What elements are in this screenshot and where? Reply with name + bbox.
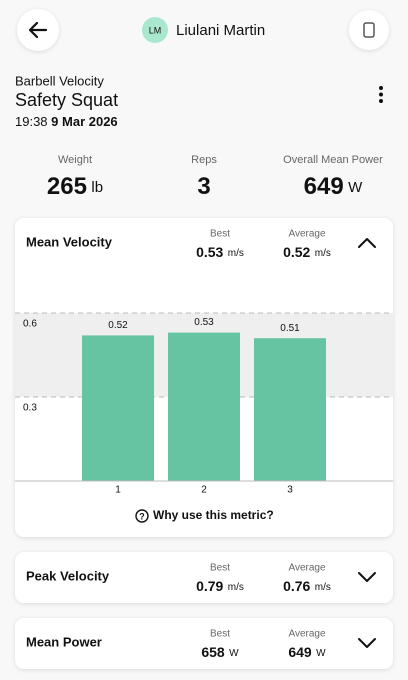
x-tick-label: 3 bbox=[287, 485, 293, 496]
value: 265 bbox=[47, 173, 87, 200]
bar bbox=[254, 338, 326, 481]
stat-value: 0.53 m/s bbox=[196, 244, 244, 262]
value: 0.76 bbox=[283, 578, 310, 594]
stat-label: Average bbox=[288, 563, 326, 574]
value: 649 bbox=[304, 173, 344, 200]
value: 3 bbox=[197, 173, 210, 200]
value-label: 0.51 bbox=[280, 323, 300, 334]
metric-title: Mean Power bbox=[26, 634, 102, 649]
stat-value: 658 W bbox=[201, 644, 239, 662]
metric-title: Mean Velocity bbox=[26, 234, 113, 249]
unit: W bbox=[348, 179, 363, 196]
unit: W bbox=[229, 648, 239, 659]
summary-label: Weight bbox=[58, 154, 92, 166]
avatar-initials: LM bbox=[149, 25, 162, 35]
stat-label: Best bbox=[210, 629, 230, 640]
bar bbox=[168, 332, 240, 481]
exercise-name: Safety Squat bbox=[15, 90, 118, 110]
value: 649 bbox=[288, 644, 312, 660]
value-label: 0.53 bbox=[194, 317, 214, 328]
value: 658 bbox=[201, 644, 225, 660]
expand-toggle[interactable] bbox=[358, 638, 376, 648]
stat-value: 649 W bbox=[288, 644, 326, 662]
time: 19:38 bbox=[15, 114, 48, 129]
session-datetime: 19:38 9 Mar 2026 bbox=[15, 114, 118, 129]
value-label: 0.52 bbox=[108, 320, 128, 331]
unit: m/s bbox=[315, 582, 331, 593]
unit: W bbox=[316, 648, 326, 659]
help-text: Why use this metric? bbox=[153, 508, 274, 522]
metric-title: Peak Velocity bbox=[26, 568, 110, 583]
x-tick-label: 2 bbox=[201, 485, 207, 496]
expand-toggle[interactable] bbox=[358, 238, 376, 248]
help-link[interactable]: ? Why use this metric? bbox=[135, 508, 274, 523]
stat-label: Average bbox=[288, 629, 326, 640]
unit: lb bbox=[91, 179, 103, 196]
unit: m/s bbox=[315, 248, 331, 259]
metric-card bbox=[15, 618, 393, 669]
summary-value: 649 W bbox=[304, 173, 364, 200]
summary-label: Reps bbox=[191, 154, 217, 166]
summary-value: 265 lb bbox=[47, 173, 103, 200]
stat-value: 0.79 m/s bbox=[196, 578, 244, 596]
y-tick-label: 0.6 bbox=[23, 319, 37, 330]
summary-value: 3 bbox=[197, 173, 210, 200]
stat-value: 0.52 m/s bbox=[283, 244, 331, 262]
value: 0.79 bbox=[196, 578, 223, 594]
unit: m/s bbox=[228, 248, 244, 259]
value: 0.53 bbox=[196, 244, 223, 260]
stat-label: Best bbox=[210, 563, 230, 574]
x-tick-label: 1 bbox=[115, 485, 121, 496]
help-icon-mark: ? bbox=[139, 511, 145, 521]
exercise-category: Barbell Velocity bbox=[15, 73, 104, 88]
y-tick-label: 0.3 bbox=[23, 403, 37, 414]
back-button[interactable] bbox=[17, 9, 59, 51]
stat-label: Average bbox=[288, 229, 326, 240]
expand-toggle[interactable] bbox=[358, 572, 376, 582]
metric-card bbox=[15, 552, 393, 603]
bar bbox=[82, 335, 154, 481]
help-icon bbox=[135, 509, 149, 523]
unit: m/s bbox=[228, 582, 244, 593]
summary-label: Overall Mean Power bbox=[283, 154, 383, 166]
device-button[interactable] bbox=[349, 10, 389, 50]
athlete[interactable]: LM Liulani Martin bbox=[142, 17, 265, 43]
stat-label: Best bbox=[210, 229, 230, 240]
athlete-name: Liulani Martin bbox=[176, 22, 265, 39]
stat-value: 0.76 m/s bbox=[283, 578, 331, 596]
date: 9 Mar 2026 bbox=[51, 114, 118, 129]
more-menu[interactable] bbox=[379, 86, 383, 103]
value: 0.52 bbox=[283, 244, 310, 260]
